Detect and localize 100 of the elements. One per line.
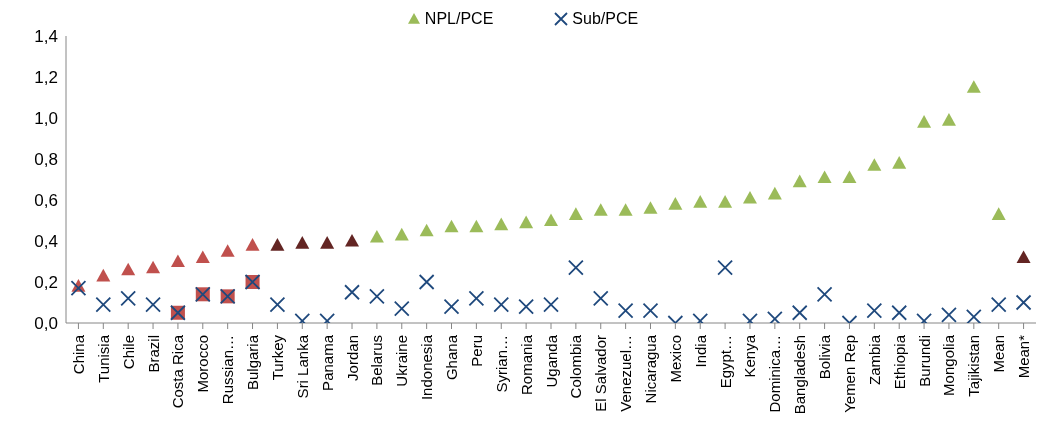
point [568,207,583,220]
x-tick-label: Mexico [666,335,684,383]
x-tick-label: Mean [990,335,1008,373]
x-tick-label: Belarus [368,335,386,386]
x-tick-label: Turkey [268,334,286,381]
x-tick-label: Ukraine [393,335,411,387]
y-tick-label: 1,2 [34,68,58,88]
point [544,213,558,227]
point [469,219,484,233]
point [419,223,434,237]
x-tick-label: Costa Rica [169,334,187,409]
point [791,304,808,321]
point [70,280,87,297]
point [195,250,210,263]
point [543,296,559,313]
y-tick-label: 0,4 [34,232,58,252]
x-tick-label: China [69,334,87,375]
x-tick-label: Sri Lanka [293,334,311,399]
point [866,302,883,319]
legend-label: NPL/PCE [424,10,494,28]
x-tick-label: Bangladesh [791,335,809,415]
point [121,262,136,276]
point [145,296,161,313]
x-tick-label: Uganda [542,334,560,388]
point [518,298,535,315]
point [468,290,485,307]
point [966,80,981,93]
point [718,195,733,208]
x-tick-label: Chile [119,335,137,370]
point [320,236,335,249]
y-tick-label: 0,0 [34,314,58,334]
x-tick-label: Nicaragua [641,334,659,404]
x-tick-label: Tajikistan [965,335,983,397]
y-tick-label: 1,4 [34,27,58,47]
x-tick-label: El Salvador [592,335,610,412]
point [443,298,460,315]
point [345,234,360,247]
point [567,259,584,276]
point [95,296,112,313]
point [892,156,907,169]
point [369,288,385,305]
x-tick-label: India [691,334,709,368]
x-tick-label: Mean* [1015,334,1033,379]
point [592,290,609,307]
point [817,170,832,184]
point [593,203,608,216]
x-tick-label: Indonesia [418,334,436,401]
y-tick-label: 0,8 [34,150,58,170]
x-tick-label: Colombia [567,334,585,399]
x-tick-label: Mongolia [940,334,958,396]
x-tick-label: Russian… [219,335,237,405]
point [393,300,410,317]
point [717,259,733,276]
point [816,286,833,303]
point [220,244,235,257]
point [1015,294,1032,311]
x-tick-label: Morocco [194,335,212,393]
point [891,304,908,321]
point [693,195,708,208]
point [991,207,1006,220]
x-tick-label: Ghana [443,334,461,381]
x-tick-label: Egypt… [716,335,734,389]
point [867,158,882,171]
x-tick-label: Kenya [741,334,759,378]
point [767,186,782,200]
x-tick-label: Ethiopia [890,334,908,390]
x-tick-label: Yemen Rep [840,335,858,413]
x-tick-label: Panama [318,334,336,391]
x-tick-label: Jordan [343,335,361,381]
point [394,227,409,241]
point [842,170,857,184]
point [990,296,1007,313]
point [642,302,659,319]
x-tick-label: Romania [517,334,535,396]
x-tick-label: Zambia [865,334,883,386]
x-tick-label: Peru [467,335,485,367]
point [494,217,509,231]
point [941,306,957,323]
point [269,296,286,313]
point [668,197,683,210]
x-tick-label: Syrian… [492,335,510,393]
point [369,229,384,243]
point [418,274,435,290]
point [146,260,161,274]
x-tick-label: Burundi [915,335,933,387]
point [917,115,932,128]
y-tick-label: 1,0 [34,109,58,129]
y-tick-label: 0,2 [34,273,58,293]
point [1016,250,1031,263]
point [295,236,310,249]
x-tick-label: Dominica… [766,335,784,413]
point [643,201,658,214]
point [617,302,634,319]
point [96,268,111,282]
point [618,203,633,216]
point [493,296,510,313]
point [519,215,534,229]
point [792,174,807,188]
point [965,308,982,323]
point [270,238,285,251]
